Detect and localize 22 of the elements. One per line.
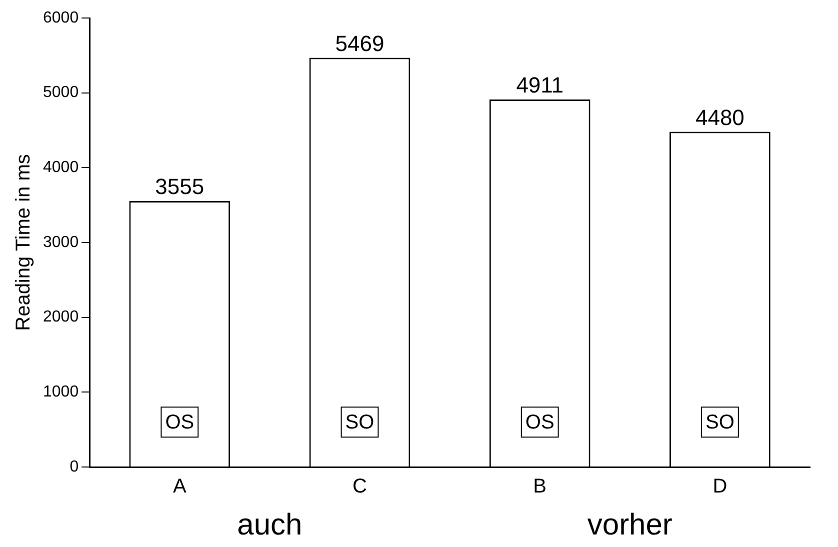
annotation: SO	[705, 412, 734, 434]
y-axis-title: Reading Time in ms	[12, 154, 35, 331]
data-label: 5469	[335, 30, 384, 56]
y-tick-label: 6000	[43, 9, 79, 26]
y-tick-label: 0	[70, 458, 79, 476]
text: auch	[237, 508, 302, 542]
annotation: OS	[525, 412, 554, 434]
y-tick-label: 5000	[43, 84, 79, 102]
data-label: 4480	[695, 104, 744, 130]
y-tick-label: 2000	[43, 308, 79, 326]
x-tick-label: D	[712, 476, 728, 498]
x-tick-label: B	[533, 476, 547, 498]
y-tick-label: 3000	[43, 234, 79, 251]
x-tick-label: A	[172, 476, 187, 498]
data-label: 3555	[155, 174, 204, 200]
annotation: SO	[345, 412, 374, 434]
y-tick-label: 4000	[43, 159, 79, 176]
text: vorher	[587, 508, 672, 542]
annotation: OS	[165, 412, 194, 434]
data-label: 4911	[516, 72, 564, 98]
y-tick-label: 1000	[43, 384, 79, 401]
x-tick-label: C	[352, 476, 367, 498]
